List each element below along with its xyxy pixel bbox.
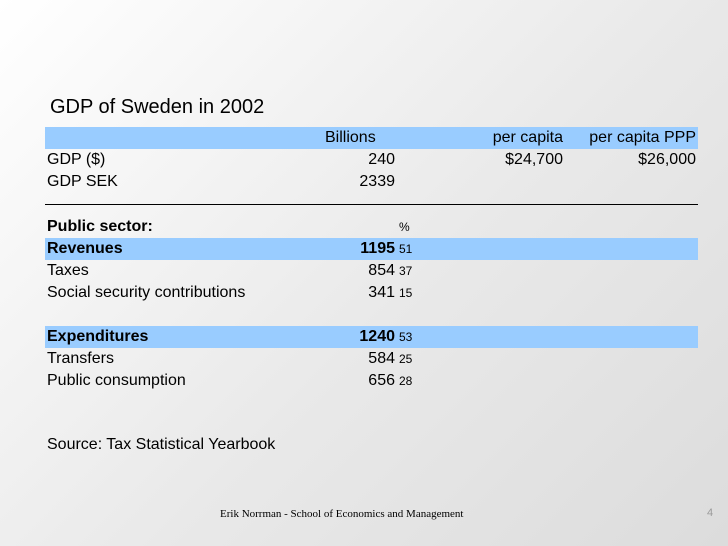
expenditures-value: 1240 bbox=[315, 326, 397, 348]
gdp-sek-billions: 2339 bbox=[359, 173, 395, 190]
row-expenditures: Expenditures 1240 53 bbox=[45, 326, 698, 348]
row-label: Taxes bbox=[47, 262, 89, 279]
source-note: Source: Tax Statistical Yearbook bbox=[47, 436, 276, 453]
social-security-value: 341 bbox=[368, 284, 395, 301]
row-transfers: Transfers 584 25 bbox=[45, 348, 698, 370]
public-consumption-value: 656 bbox=[368, 372, 395, 389]
header-blank bbox=[45, 127, 315, 149]
gdp-usd-per-capita-ppp: $26,000 bbox=[638, 151, 696, 168]
row-label: Revenues bbox=[45, 238, 315, 260]
public-consumption-pct: 28 bbox=[399, 374, 413, 388]
gdp-table: Billions per capita per capita PPP GDP (… bbox=[45, 127, 698, 392]
row-label: Public sector: bbox=[47, 218, 153, 235]
gdp-usd-billions: 240 bbox=[368, 151, 395, 168]
revenues-value: 1195 bbox=[315, 238, 397, 260]
taxes-pct: 37 bbox=[399, 264, 413, 278]
slide-title: GDP of Sweden in 2002 bbox=[50, 96, 265, 118]
gdp-usd-per-capita: $24,700 bbox=[505, 151, 563, 168]
row-label: Social security contributions bbox=[47, 284, 246, 301]
row-gdp-usd: GDP ($) 240 $24,700 $26,000 bbox=[45, 149, 698, 171]
taxes-value: 854 bbox=[368, 262, 395, 279]
transfers-value: 584 bbox=[368, 350, 395, 367]
row-label: Transfers bbox=[47, 350, 114, 367]
expenditures-pct: 53 bbox=[397, 326, 447, 348]
social-security-pct: 15 bbox=[399, 286, 413, 300]
row-public-consumption: Public consumption 656 28 bbox=[45, 370, 698, 392]
row-taxes: Taxes 854 37 bbox=[45, 260, 698, 282]
row-label: GDP SEK bbox=[47, 173, 118, 190]
row-revenues: Revenues 1195 51 bbox=[45, 238, 698, 260]
row-gdp-sek: GDP SEK 2339 bbox=[45, 171, 698, 193]
pct-header: % bbox=[399, 220, 410, 234]
row-label: GDP ($) bbox=[47, 151, 106, 168]
row-label: Public consumption bbox=[47, 372, 186, 389]
page-number: 4 bbox=[707, 507, 714, 519]
transfers-pct: 25 bbox=[399, 352, 413, 366]
revenues-pct: 51 bbox=[397, 238, 447, 260]
header-per-capita-ppp: per capita PPP bbox=[565, 127, 698, 149]
row-label: Expenditures bbox=[45, 326, 315, 348]
divider bbox=[45, 193, 698, 205]
row-public-sector: Public sector: % bbox=[45, 216, 698, 238]
row-social-security: Social security contributions 341 15 bbox=[45, 282, 698, 304]
header-per-capita: per capita bbox=[447, 127, 565, 149]
header-row: Billions per capita per capita PPP bbox=[45, 127, 698, 149]
header-billions: Billions bbox=[315, 127, 397, 149]
slide-footer: Erik Norrman - School of Economics and M… bbox=[220, 508, 464, 520]
